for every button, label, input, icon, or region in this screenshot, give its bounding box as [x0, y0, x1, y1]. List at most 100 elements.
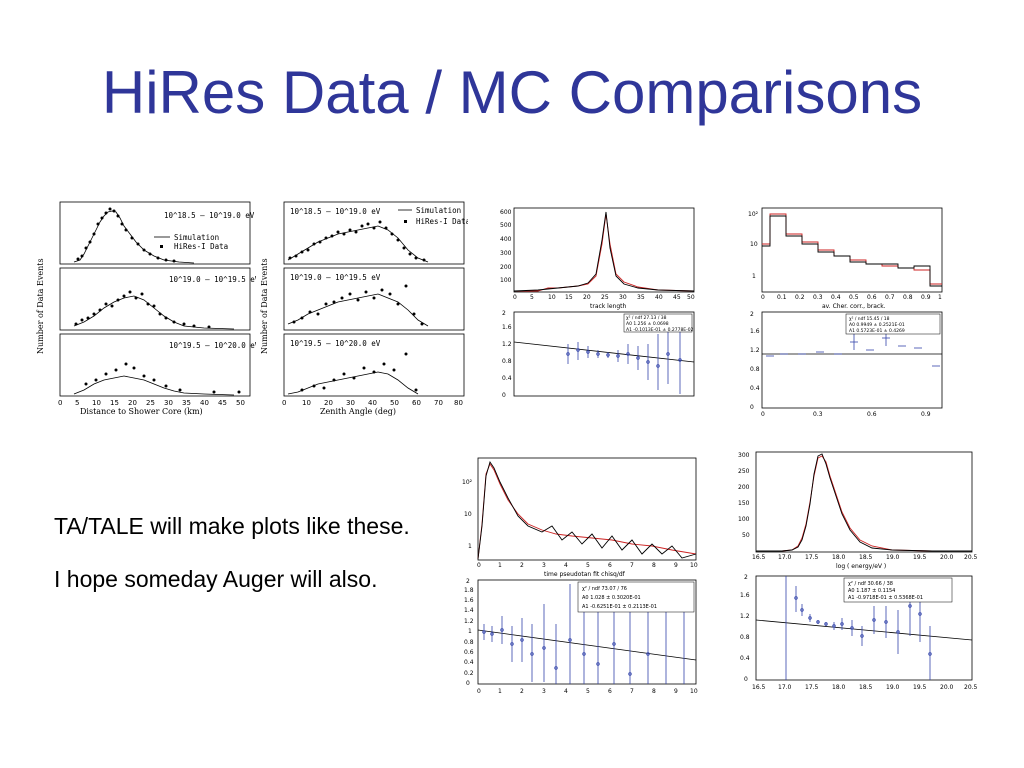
svg-text:2: 2: [744, 574, 748, 581]
fit-stat: A1 0.5723E-01 ± 0.4269: [849, 328, 905, 334]
fit-stat: χ² / ndf 73.07 / 76: [582, 586, 627, 592]
svg-text:1.6: 1.6: [740, 592, 750, 599]
svg-text:19.5: 19.5: [913, 684, 927, 691]
x-ticks: 0 10 20 30 40 50 60 70 80: [282, 399, 463, 407]
range-label: 10^18.5 – 10^19.0 eV: [164, 211, 255, 220]
svg-text:8: 8: [652, 688, 656, 695]
range-label: 10^19.0 – 10^19.5 eV: [169, 275, 256, 284]
figure-log-energy: 50 100 150 200 250 300 16.5 17.0 17.5 18…: [732, 446, 982, 696]
y-ticks: 1 10 10²: [462, 479, 473, 550]
svg-text:2: 2: [520, 688, 524, 695]
svg-text:1.6: 1.6: [750, 328, 760, 335]
svg-text:500: 500: [500, 222, 512, 229]
legend-data: HiRes-I Data: [416, 217, 468, 226]
svg-text:1: 1: [468, 543, 472, 550]
svg-text:1.2: 1.2: [740, 613, 750, 620]
svg-text:50: 50: [687, 294, 695, 301]
svg-text:9: 9: [674, 562, 678, 569]
svg-text:0.6: 0.6: [867, 411, 877, 418]
svg-text:20: 20: [583, 294, 591, 301]
tick-label: 50: [390, 399, 399, 407]
panel-3: 10^19.5 – 10^20.0 eV: [59, 333, 256, 397]
tick-label: 15: [110, 399, 119, 407]
svg-text:0.4: 0.4: [740, 655, 750, 662]
svg-text:15: 15: [565, 294, 573, 301]
svg-text:600: 600: [500, 209, 512, 216]
svg-text:200: 200: [738, 484, 750, 491]
svg-text:0.8: 0.8: [740, 634, 750, 641]
svg-text:1: 1: [752, 273, 756, 280]
xlabel: Distance to Shower Core (km): [80, 407, 203, 416]
svg-text:10²: 10²: [748, 211, 759, 218]
svg-text:1.2: 1.2: [464, 618, 474, 625]
svg-text:1.2: 1.2: [502, 341, 512, 348]
x-ticks: 0 5 10 15 20 25 30 35 40 45 50: [513, 294, 695, 301]
figure-time-pseudotan-fit: 1 10 10² 0 1 2 3 4 5 6 7 8 9 10 time pse…: [452, 454, 702, 698]
svg-text:100: 100: [738, 516, 750, 523]
svg-text:1.6: 1.6: [464, 597, 474, 604]
svg-text:17.5: 17.5: [805, 554, 819, 561]
xlabel: av. Cher. corr., brack.: [822, 303, 886, 310]
svg-text:50: 50: [742, 532, 750, 539]
svg-text:5: 5: [586, 562, 590, 569]
panel-2: 10^19.0 – 10^19.5 eV: [283, 267, 465, 331]
ylabel: Number of Data Events: [36, 258, 45, 354]
svg-text:0.3: 0.3: [813, 411, 823, 418]
svg-text:0.7: 0.7: [885, 294, 895, 301]
fit-stat: A0 1.256 ± 0.0698: [626, 321, 669, 327]
svg-text:0: 0: [513, 294, 517, 301]
svg-text:0: 0: [750, 404, 754, 411]
svg-text:1: 1: [498, 562, 502, 569]
svg-text:100: 100: [500, 277, 512, 284]
distribution-panel: 1 10 10² 0 1 2 3 4 5 6 7 8 9 10 time pse…: [462, 457, 698, 578]
svg-text:200: 200: [500, 264, 512, 271]
range-label: 10^19.5 – 10^20.0 eV: [290, 339, 381, 348]
svg-text:0.4: 0.4: [831, 294, 841, 301]
tick-label: 80: [454, 399, 463, 407]
svg-text:1: 1: [468, 628, 472, 635]
distribution-panel: 100 200 300 400 500 600 0 5 10 15 20 25 …: [500, 207, 695, 310]
svg-text:1.2: 1.2: [750, 347, 760, 354]
svg-text:0.9: 0.9: [921, 294, 931, 301]
ratio-y-ticks: 0 0.4 0.8 1.2 1.6 2: [750, 311, 760, 411]
legend-simulation: Simulation: [416, 206, 461, 215]
range-label: 10^18.5 – 10^19.0 eV: [290, 207, 381, 216]
svg-text:18.0: 18.0: [832, 684, 846, 691]
svg-text:20.0: 20.0: [940, 684, 954, 691]
legend-simulation: Simulation: [174, 233, 219, 242]
svg-text:0: 0: [466, 680, 470, 687]
svg-text:5: 5: [586, 688, 590, 695]
svg-text:10²: 10²: [462, 479, 473, 486]
svg-text:1: 1: [938, 294, 942, 301]
ratio-panel: χ² / ndf 73.07 / 76 A0 1.028 ± 0.3020E-0…: [464, 578, 698, 695]
ratio-y-ticks: 0 0.4 0.8 1.2 1.6 2: [502, 310, 512, 399]
distribution-panel: 1 10 10² 0 0.1 0.2 0.3 0.4 0.5 0.6 0.7 0…: [748, 207, 943, 310]
bullet-item: TA/TALE will make plots like these.: [54, 513, 410, 539]
range-label: 10^19.5 – 10^20.0 eV: [169, 341, 256, 350]
svg-text:0: 0: [761, 411, 765, 418]
svg-text:7: 7: [630, 688, 634, 695]
figure-distance-to-shower-core: Number of Data Events 10^18.5 – 10^19.0 …: [34, 194, 256, 416]
tick-label: 30: [346, 399, 355, 407]
ratio-y-ticks: 0 0.4 0.8 1.2 1.6 2: [740, 574, 750, 683]
ratio-x-ticks: 0 1 2 3 4 5 6 7 8 9 10: [477, 688, 698, 695]
figure-track-length: 100 200 300 400 500 600 0 5 10 15 20 25 …: [498, 204, 702, 406]
distribution-panel: 50 100 150 200 250 300 16.5 17.0 17.5 18…: [738, 451, 978, 570]
svg-text:0.9: 0.9: [921, 411, 931, 418]
tick-label: 20: [128, 399, 137, 407]
x-ticks: 16.5 17.0 17.5 18.0 18.5 19.0 19.5 20.0 …: [752, 554, 978, 561]
svg-text:10: 10: [690, 562, 698, 569]
svg-text:19.0: 19.0: [886, 554, 900, 561]
fit-stat: χ² / ndf 27.13 / 38: [626, 315, 667, 321]
svg-text:2: 2: [750, 311, 754, 318]
xlabel: time pseudotan fit chisq/df: [544, 571, 626, 578]
ratio-y-ticks: 0 0.2 0.4 0.6 0.8 1 1.2 1.4 1.6 1.8 2: [464, 578, 474, 687]
svg-text:0.6: 0.6: [867, 294, 877, 301]
svg-text:17.5: 17.5: [805, 684, 819, 691]
svg-text:4: 4: [564, 688, 568, 695]
y-ticks: 100 200 300 400 500 600: [500, 209, 512, 284]
x-ticks: 0 0.1 0.2 0.3 0.4 0.5 0.6 0.7 0.8 0.9 1: [761, 294, 942, 301]
svg-text:19.5: 19.5: [913, 554, 927, 561]
svg-text:20.0: 20.0: [940, 554, 954, 561]
tick-label: 5: [75, 399, 79, 407]
